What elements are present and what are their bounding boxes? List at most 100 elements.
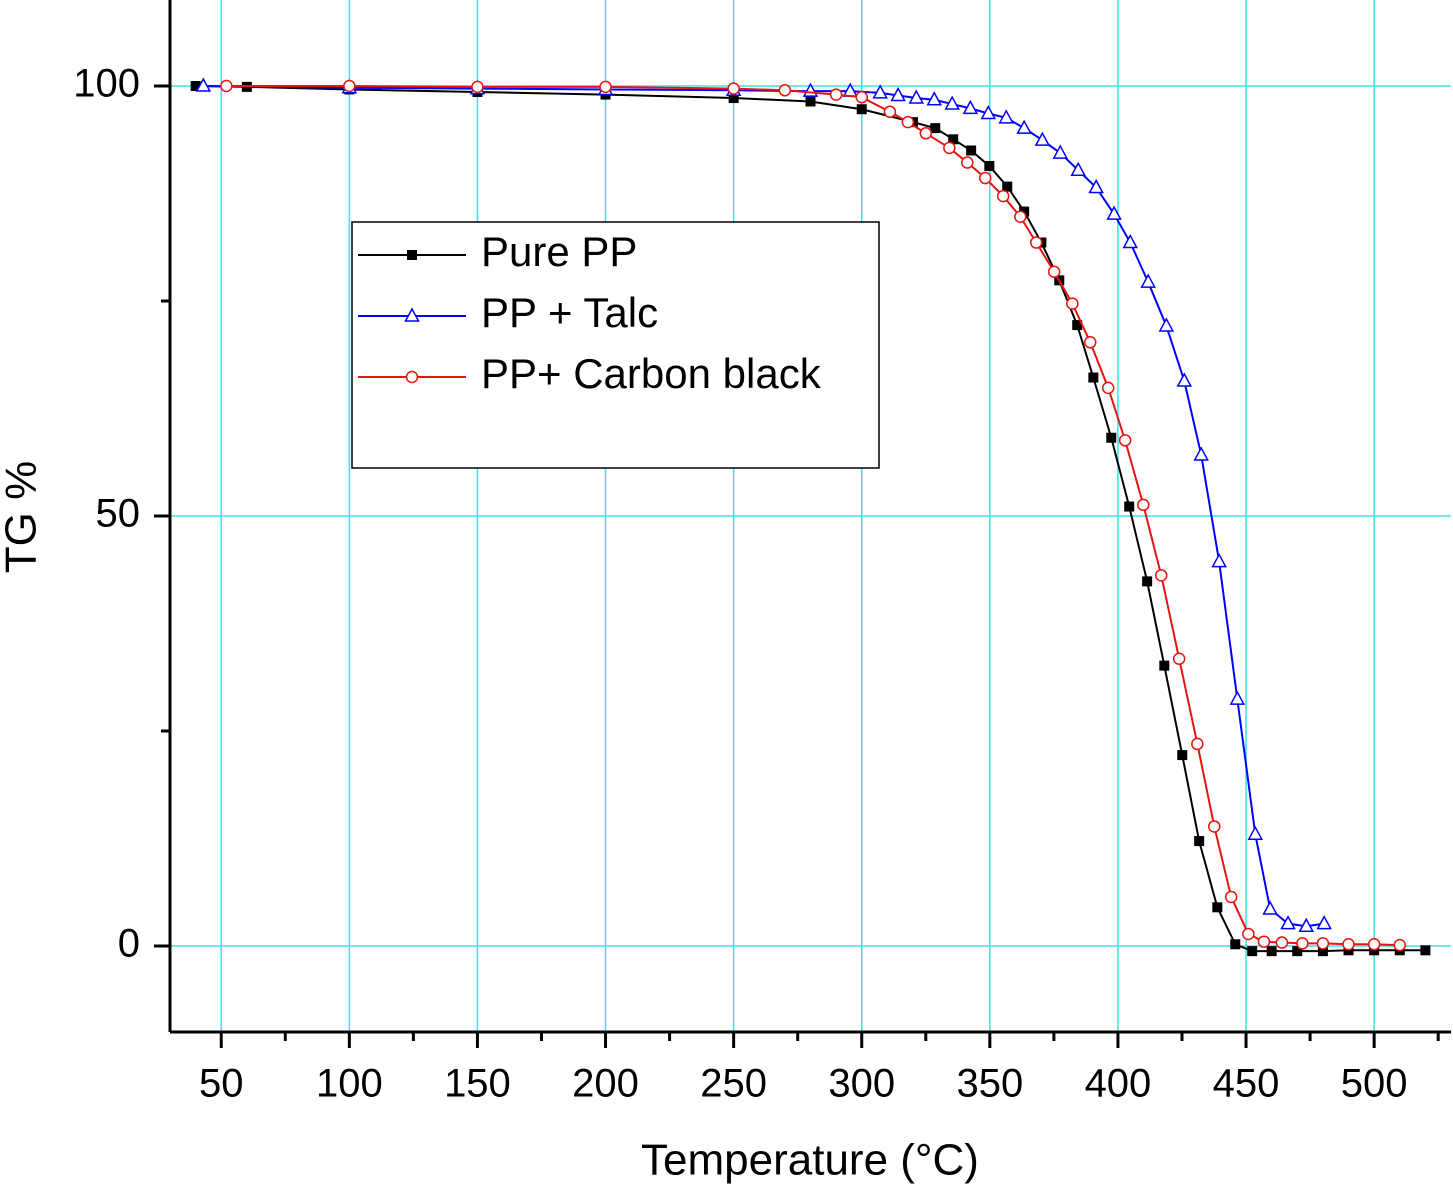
marker bbox=[1229, 690, 1246, 705]
marker bbox=[966, 145, 977, 156]
marker bbox=[1298, 917, 1315, 932]
marker bbox=[980, 104, 997, 120]
legend-box bbox=[351, 221, 880, 469]
marker bbox=[1106, 205, 1122, 220]
marker bbox=[919, 127, 933, 140]
marker bbox=[883, 105, 897, 119]
marker bbox=[996, 189, 1010, 203]
marker bbox=[1191, 737, 1204, 751]
marker bbox=[944, 95, 960, 110]
marker bbox=[220, 79, 233, 93]
marker bbox=[1140, 273, 1156, 288]
marker bbox=[1088, 178, 1104, 194]
marker bbox=[1142, 576, 1153, 587]
x-tick-label: 400 bbox=[1085, 1062, 1152, 1106]
x-tick-label: 500 bbox=[1341, 1062, 1408, 1106]
marker bbox=[948, 134, 959, 145]
marker bbox=[1002, 181, 1013, 192]
marker bbox=[1034, 131, 1051, 146]
marker bbox=[1316, 937, 1330, 950]
marker bbox=[1242, 927, 1255, 941]
marker bbox=[855, 90, 868, 104]
marker bbox=[930, 123, 941, 134]
marker bbox=[1316, 915, 1332, 930]
marker bbox=[978, 171, 992, 185]
marker bbox=[856, 104, 867, 115]
marker bbox=[1393, 938, 1407, 952]
marker bbox=[1124, 501, 1135, 512]
legend-label: Pure PP bbox=[481, 228, 637, 275]
marker bbox=[405, 370, 419, 384]
marker bbox=[1137, 498, 1150, 512]
marker bbox=[872, 84, 888, 99]
marker bbox=[1262, 900, 1278, 915]
marker bbox=[984, 160, 995, 171]
x-tick-label: 250 bbox=[700, 1062, 767, 1106]
marker bbox=[727, 82, 740, 95]
marker bbox=[1317, 946, 1328, 957]
marker bbox=[829, 88, 843, 101]
marker bbox=[1367, 938, 1381, 951]
marker bbox=[1257, 935, 1271, 948]
marker bbox=[1194, 836, 1205, 847]
marker bbox=[1296, 937, 1309, 950]
x-tick-label: 150 bbox=[444, 1062, 511, 1106]
marker bbox=[1014, 210, 1027, 223]
x-tick-label: 50 bbox=[199, 1062, 244, 1106]
marker bbox=[1029, 236, 1043, 249]
marker bbox=[1016, 119, 1032, 134]
marker bbox=[1176, 372, 1193, 387]
marker bbox=[962, 99, 979, 115]
marker bbox=[1066, 297, 1079, 310]
x-tick-label: 200 bbox=[572, 1062, 639, 1106]
marker bbox=[407, 250, 417, 260]
marker bbox=[1154, 569, 1168, 582]
marker bbox=[1247, 946, 1258, 957]
marker bbox=[1212, 902, 1223, 913]
marker bbox=[943, 141, 956, 155]
marker bbox=[901, 115, 915, 129]
marker bbox=[1292, 946, 1303, 957]
marker bbox=[1159, 660, 1170, 671]
marker bbox=[190, 81, 201, 91]
marker bbox=[1019, 206, 1030, 217]
marker bbox=[1088, 372, 1099, 383]
marker bbox=[471, 80, 484, 94]
marker bbox=[599, 80, 612, 94]
marker bbox=[998, 109, 1014, 124]
marker bbox=[805, 96, 816, 107]
legend-label: PP + Talc bbox=[481, 289, 658, 336]
y-tick-label: 50 bbox=[96, 492, 141, 536]
marker bbox=[1118, 434, 1132, 447]
marker bbox=[890, 86, 906, 102]
marker bbox=[1266, 946, 1277, 957]
marker bbox=[1052, 144, 1069, 159]
marker bbox=[1280, 915, 1296, 930]
x-tick-label: 100 bbox=[316, 1062, 383, 1106]
x-tick-label: 450 bbox=[1213, 1062, 1280, 1106]
marker bbox=[1193, 446, 1209, 461]
series-line bbox=[203, 85, 1325, 928]
x-tick-label: 350 bbox=[956, 1062, 1023, 1106]
marker bbox=[961, 156, 974, 169]
marker bbox=[728, 93, 739, 104]
series-line bbox=[195, 85, 1426, 953]
y-tick-label: 0 bbox=[118, 922, 140, 966]
marker bbox=[908, 89, 925, 104]
marker bbox=[1208, 820, 1221, 833]
marker bbox=[1211, 553, 1227, 568]
marker bbox=[1172, 652, 1186, 666]
marker bbox=[1106, 432, 1117, 443]
y-tick-label: 100 bbox=[73, 62, 140, 106]
marker bbox=[1247, 825, 1264, 840]
marker bbox=[1070, 161, 1086, 177]
marker bbox=[1084, 336, 1097, 349]
marker bbox=[1122, 233, 1138, 249]
marker bbox=[1177, 750, 1188, 761]
marker bbox=[1158, 317, 1175, 332]
marker bbox=[1072, 320, 1083, 331]
marker bbox=[1342, 938, 1355, 951]
x-tick-label: 300 bbox=[828, 1062, 895, 1106]
x-axis-label: Temperature (°C) bbox=[641, 1136, 979, 1185]
